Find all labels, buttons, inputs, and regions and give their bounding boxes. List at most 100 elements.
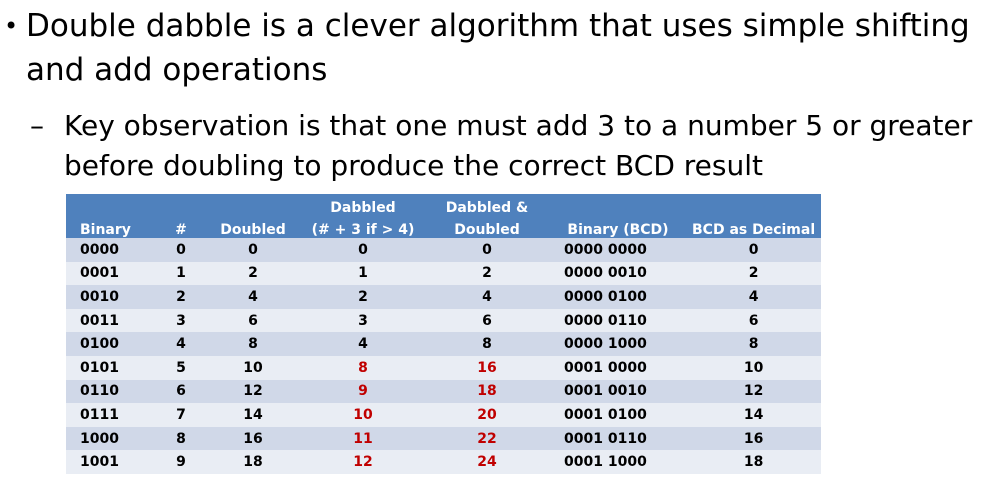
table-row: 0010 2 4 2 4 0000 0100 4 — [66, 285, 822, 309]
cell-number: 4 — [158, 332, 204, 356]
header-top-binary-bcd — [550, 194, 686, 216]
cell-binary-bcd: 0001 0000 — [550, 355, 686, 380]
table-row: 1001 9 18 12 24 0001 1000 18 — [66, 450, 822, 474]
cell-binary-bcd: 0001 1000 — [550, 450, 686, 474]
table-row: 0110 6 12 9 18 0001 0010 12 — [66, 379, 822, 404]
header-top-number — [158, 194, 204, 216]
cell-binary: 1001 — [66, 450, 158, 474]
cell-binary: 0010 — [66, 285, 158, 309]
cell-dabbled-doubled: 2 — [424, 261, 550, 286]
sub-bullet-text: Key observation is that one must add 3 t… — [64, 109, 973, 182]
cell-binary-bcd: 0000 0100 — [550, 285, 686, 309]
bullet-dash-icon: – — [30, 109, 44, 142]
header-top-binary — [66, 194, 158, 216]
cell-doubled: 6 — [204, 308, 302, 333]
cell-dabbled-doubled: 6 — [424, 308, 550, 333]
table-row: 0011 3 6 3 6 0000 0110 6 — [66, 308, 822, 333]
table-row: 0000 0 0 0 0 0000 0000 0 — [66, 238, 822, 262]
cell-binary-bcd: 0000 0010 — [550, 261, 686, 286]
cell-dabbled-doubled: 8 — [424, 332, 550, 356]
cell-dabbled: 2 — [302, 285, 424, 309]
cell-dabbled-doubled: 22 — [424, 426, 550, 451]
cell-binary-bcd: 0000 0110 — [550, 308, 686, 333]
cell-number: 9 — [158, 450, 204, 474]
cell-bcd-decimal: 18 — [686, 450, 822, 474]
cell-number: 0 — [158, 238, 204, 262]
table-row: 0111 7 14 10 20 0001 0100 14 — [66, 403, 822, 427]
cell-dabbled: 3 — [302, 308, 424, 333]
cell-binary-bcd: 0000 0000 — [550, 238, 686, 262]
cell-dabbled: 9 — [302, 379, 424, 404]
header-row-top: Dabbled Dabbled & — [66, 194, 822, 216]
header-binary: Binary — [66, 216, 158, 238]
main-bullet-text: Double dabble is a clever algorithm that… — [26, 8, 970, 88]
cell-binary-bcd: 0001 0110 — [550, 426, 686, 451]
cell-dabbled: 1 — [302, 261, 424, 286]
header-binary-bcd: Binary (BCD) — [550, 216, 686, 238]
table-row: 0101 5 10 8 16 0001 0000 10 — [66, 355, 822, 380]
cell-dabbled-doubled: 18 — [424, 379, 550, 404]
cell-bcd-decimal: 4 — [686, 285, 822, 309]
cell-dabbled: 4 — [302, 332, 424, 356]
cell-dabbled: 8 — [302, 355, 424, 380]
cell-binary-bcd: 0001 0010 — [550, 379, 686, 404]
cell-doubled: 2 — [204, 261, 302, 286]
header-number: # — [158, 216, 204, 238]
cell-dabbled-doubled: 4 — [424, 285, 550, 309]
header-top-dabbled-doubled: Dabbled & — [424, 194, 550, 216]
cell-bcd-decimal: 8 — [686, 332, 822, 356]
cell-bcd-decimal: 2 — [686, 261, 822, 286]
cell-bcd-decimal: 12 — [686, 379, 822, 404]
double-dabble-table: Dabbled Dabbled & Binary # Doubled (# + … — [66, 194, 822, 474]
cell-number: 7 — [158, 403, 204, 427]
cell-binary: 0000 — [66, 238, 158, 262]
cell-binary-bcd: 0000 1000 — [550, 332, 686, 356]
cell-dabbled-doubled: 20 — [424, 403, 550, 427]
cell-dabbled-doubled: 16 — [424, 355, 550, 380]
cell-doubled: 14 — [204, 403, 302, 427]
cell-doubled: 12 — [204, 379, 302, 404]
cell-number: 1 — [158, 261, 204, 286]
cell-bcd-decimal: 10 — [686, 355, 822, 380]
cell-bcd-decimal: 16 — [686, 426, 822, 451]
cell-binary: 0001 — [66, 261, 158, 286]
table-row: 0100 4 8 4 8 0000 1000 8 — [66, 332, 822, 356]
cell-binary: 0101 — [66, 355, 158, 380]
header-dabbled: (# + 3 if > 4) — [302, 216, 424, 238]
cell-binary: 1000 — [66, 426, 158, 451]
cell-number: 5 — [158, 355, 204, 380]
cell-binary: 0011 — [66, 308, 158, 333]
cell-binary-bcd: 0001 0100 — [550, 403, 686, 427]
cell-binary: 0110 — [66, 379, 158, 404]
cell-bcd-decimal: 6 — [686, 308, 822, 333]
header-top-dabbled: Dabbled — [302, 194, 424, 216]
cell-dabbled-doubled: 24 — [424, 450, 550, 474]
cell-number: 8 — [158, 426, 204, 451]
main-bullet: • Double dabble is a clever algorithm th… — [4, 4, 984, 92]
table-row: 0001 1 2 1 2 0000 0010 2 — [66, 261, 822, 286]
table-row: 1000 8 16 11 22 0001 0110 16 — [66, 426, 822, 451]
header-bcd-decimal: BCD as Decimal — [686, 216, 822, 238]
cell-doubled: 10 — [204, 355, 302, 380]
cell-dabbled: 12 — [302, 450, 424, 474]
cell-dabbled-doubled: 0 — [424, 238, 550, 262]
cell-binary: 0111 — [66, 403, 158, 427]
cell-number: 6 — [158, 379, 204, 404]
cell-number: 2 — [158, 285, 204, 309]
header-row-bottom: Binary # Doubled (# + 3 if > 4) Doubled … — [66, 216, 822, 238]
header-doubled: Doubled — [204, 216, 302, 238]
cell-number: 3 — [158, 308, 204, 333]
cell-doubled: 0 — [204, 238, 302, 262]
cell-dabbled: 11 — [302, 426, 424, 451]
header-top-bcd-decimal — [686, 194, 822, 216]
bullet-dot-icon: • — [4, 12, 19, 40]
header-dabbled-doubled: Doubled — [424, 216, 550, 238]
cell-doubled: 8 — [204, 332, 302, 356]
cell-doubled: 4 — [204, 285, 302, 309]
sub-bullet: – Key observation is that one must add 3… — [30, 106, 980, 186]
cell-bcd-decimal: 14 — [686, 403, 822, 427]
cell-bcd-decimal: 0 — [686, 238, 822, 262]
cell-binary: 0100 — [66, 332, 158, 356]
cell-doubled: 16 — [204, 426, 302, 451]
header-top-doubled — [204, 194, 302, 216]
